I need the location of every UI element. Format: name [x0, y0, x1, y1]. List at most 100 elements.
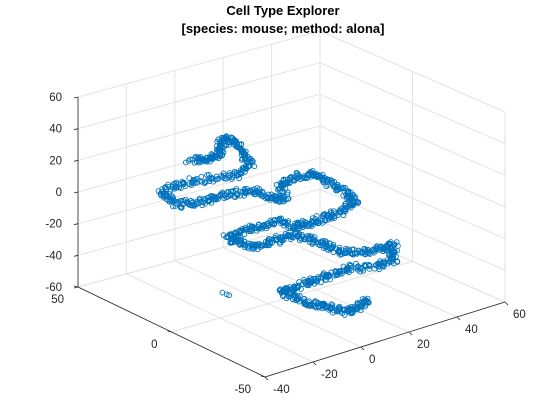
x-tick-label: 20: [417, 339, 430, 351]
z-tick-mark: [73, 254, 79, 257]
x-tick-mark: [360, 346, 365, 351]
scatter-point: [336, 247, 342, 254]
z-tick-label: 20: [49, 155, 62, 167]
scatter-point: [202, 179, 209, 186]
scatter-point: [242, 148, 249, 155]
grid-line-wall-z: [77, 93, 321, 161]
scatter-point: [310, 218, 316, 225]
scatter-point: [278, 237, 285, 243]
scatter-point: [294, 170, 301, 177]
scatter-point: [348, 304, 355, 310]
scatter-point: [343, 266, 350, 273]
x-tick-label: 60: [513, 309, 526, 321]
scatter-point: [354, 306, 361, 313]
scatter-point: [284, 292, 291, 298]
y-tick-label: 0: [151, 339, 157, 351]
scatter-point: [210, 154, 216, 161]
scatter-point: [320, 178, 327, 184]
scatter-point: [365, 299, 372, 306]
scatter-point: [388, 258, 395, 265]
y-tick-label: 50: [51, 294, 64, 306]
scatter-point: [309, 215, 316, 221]
scatter-point: [172, 203, 179, 209]
scatter-point: [202, 197, 209, 204]
scatter-points: [155, 133, 401, 318]
z-tick-label: 0: [56, 187, 62, 199]
scatter-point: [364, 295, 371, 302]
scatter-point: [310, 236, 317, 243]
scatter-point: [201, 156, 208, 163]
scatter-point: [361, 262, 368, 268]
scatter-point: [178, 205, 185, 211]
scatter-point: [242, 188, 249, 195]
z-tick-mark: [73, 223, 79, 226]
scatter-point: [322, 277, 329, 283]
scatter-point: [162, 184, 169, 190]
scatter-point: [228, 239, 235, 246]
x-tick-label: -20: [321, 369, 338, 381]
scatter-point: [353, 251, 360, 257]
scatter-point: [243, 165, 250, 172]
grid-line-wall-z: [77, 220, 321, 288]
scatter-point: [155, 188, 162, 194]
grid-line-wall-z2: [319, 125, 506, 208]
grid-line-wall-z2: [319, 220, 506, 303]
scatter-point: [285, 218, 292, 224]
scatter-point: [340, 212, 347, 219]
x-tick-label: 0: [369, 354, 375, 366]
axes-ticks: -40 -20 0 20 40 60 -50 0 50-60 -40 -20 0 20 40 60: [45, 92, 525, 396]
scatter-point: [237, 192, 244, 199]
x-axis-line: [264, 301, 506, 378]
scatter-point: [189, 178, 196, 185]
y-tick-mark: [167, 330, 172, 333]
grid-line-wall-z: [77, 30, 321, 98]
scatter-point: [187, 156, 193, 163]
z-tick-mark: [73, 191, 79, 194]
scatter-point: [335, 306, 342, 313]
scatter-point: [240, 227, 246, 233]
y-tick-label: -50: [234, 384, 251, 396]
scatter-point: [223, 234, 230, 241]
scatter-point: [310, 303, 316, 309]
scatter-point: [223, 135, 230, 142]
scatter-point: [237, 167, 244, 173]
z-tick-label: 60: [49, 92, 62, 104]
scatter-point: [251, 163, 258, 170]
scatter-point: [234, 192, 241, 199]
grid-line-wall-z: [77, 62, 321, 130]
scatter-point: [171, 185, 178, 192]
scatter-point: [164, 192, 171, 199]
scatter-point: [363, 263, 369, 270]
z-tick-label: 40: [49, 124, 62, 136]
scatter-point: [246, 228, 253, 235]
z-tick-label: -40: [45, 250, 62, 262]
scatter-point: [224, 233, 231, 240]
scatter-point: [247, 159, 254, 166]
scatter-point: [366, 266, 373, 272]
scatter-point: [295, 294, 301, 301]
scatter-point: [312, 237, 318, 244]
scatter-point: [186, 175, 193, 181]
scatter-point: [334, 187, 340, 194]
scatter-point: [256, 188, 263, 195]
y-tick-mark: [260, 375, 266, 378]
scatter-point: [362, 251, 368, 258]
chart-subtitle: [species: mouse; method: alona]: [182, 21, 385, 36]
scatter-point: [221, 172, 227, 179]
grid-line-wall-z2: [319, 93, 506, 176]
scatter-point: [182, 159, 189, 166]
scatter-point: [277, 180, 284, 186]
chart-title: Cell Type Explorer: [226, 3, 339, 18]
scatter-point: [324, 241, 330, 247]
z-tick-mark: [73, 96, 79, 99]
scatter-point: [206, 194, 212, 200]
scatter-point: [168, 196, 175, 203]
scatter-point: [346, 261, 353, 268]
scatter-point: [373, 247, 379, 253]
scatter-point: [315, 172, 322, 179]
scatter-point: [271, 220, 278, 227]
z-tick-mark: [73, 128, 79, 131]
scatter-point: [374, 260, 381, 267]
x-tick-mark: [408, 331, 413, 336]
